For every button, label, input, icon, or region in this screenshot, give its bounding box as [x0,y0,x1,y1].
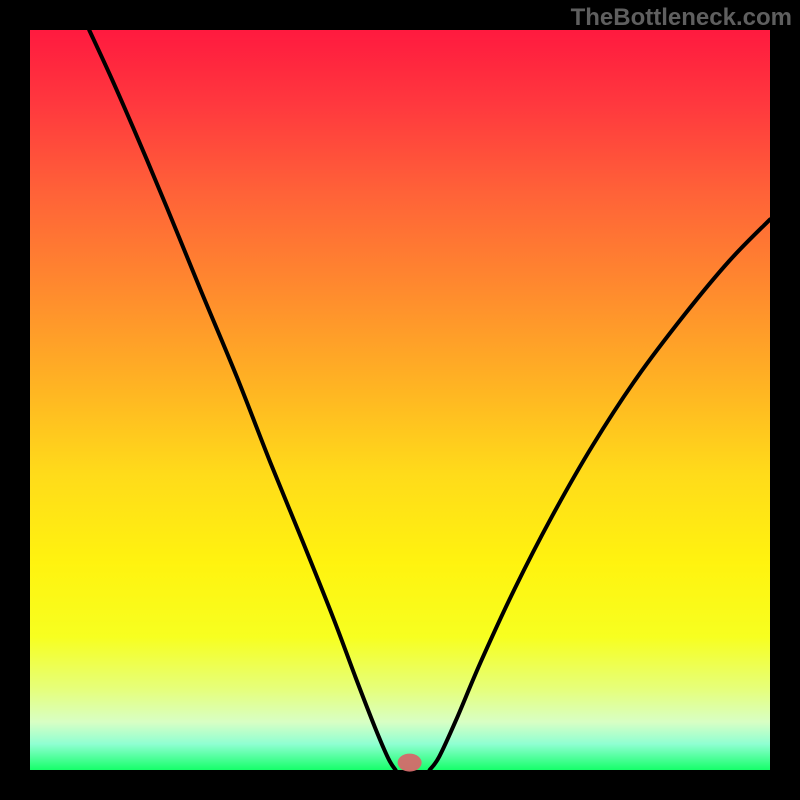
chart-svg [0,0,800,800]
optimal-marker [398,754,422,772]
chart-canvas: TheBottleneck.com [0,0,800,800]
watermark-text: TheBottleneck.com [571,4,792,32]
